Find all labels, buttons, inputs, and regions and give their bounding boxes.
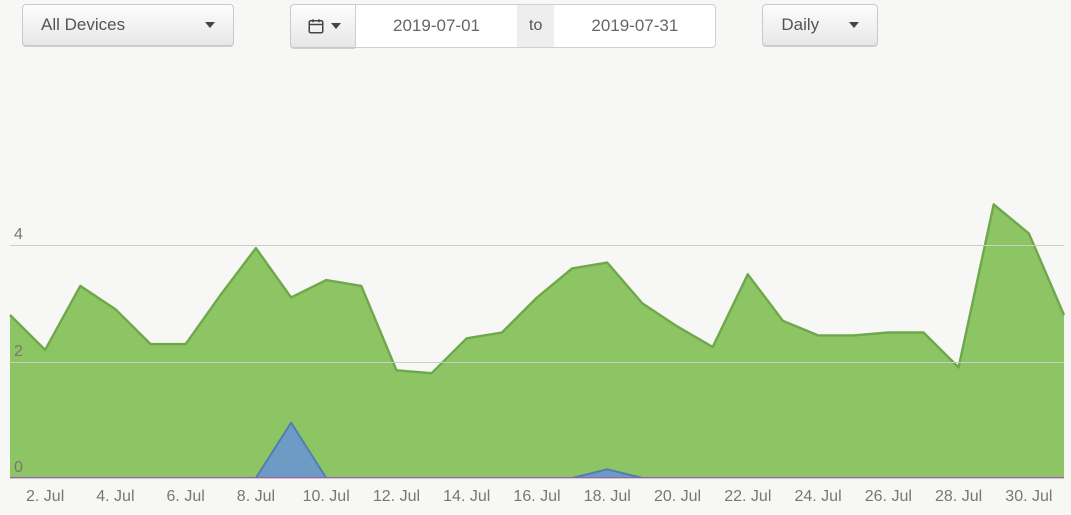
x-axis-label: 8. Jul [237,488,275,506]
x-axis-label: 4. Jul [96,488,134,506]
chart-svg [0,120,1071,515]
granularity-label: Daily [781,15,819,35]
x-axis-label: 2. Jul [26,488,64,506]
x-axis-label: 6. Jul [167,488,205,506]
x-axis-label: 16. Jul [513,488,560,506]
caret-down-icon [849,22,859,28]
gridline [10,478,1064,479]
devices-dropdown[interactable]: All Devices [22,4,234,46]
gridline [10,362,1064,363]
gridline [10,245,1064,246]
calendar-button[interactable] [290,4,355,48]
toolbar: All Devices to Daily [22,4,878,48]
y-axis-label: 0 [14,459,23,477]
x-axis-label: 26. Jul [865,488,912,506]
date-range-picker: to [290,4,716,48]
x-axis-label: 20. Jul [654,488,701,506]
date-end-input[interactable] [554,4,716,48]
devices-label: All Devices [41,15,125,35]
x-axis-label: 18. Jul [584,488,631,506]
caret-down-icon [205,22,215,28]
x-axis-label: 22. Jul [724,488,771,506]
caret-down-icon [331,23,341,29]
x-axis-label: 24. Jul [794,488,841,506]
y-axis-label: 2 [14,343,23,361]
x-axis-label: 10. Jul [303,488,350,506]
chart: 0242. Jul4. Jul6. Jul8. Jul10. Jul12. Ju… [0,120,1071,500]
y-axis-label: 4 [14,226,23,244]
date-start-input[interactable] [355,4,517,48]
calendar-icon [307,17,325,35]
x-axis-label: 30. Jul [1005,488,1052,506]
date-separator: to [517,4,554,48]
x-axis-label: 28. Jul [935,488,982,506]
granularity-dropdown[interactable]: Daily [762,4,878,46]
x-axis-label: 14. Jul [443,488,490,506]
x-axis-label: 12. Jul [373,488,420,506]
